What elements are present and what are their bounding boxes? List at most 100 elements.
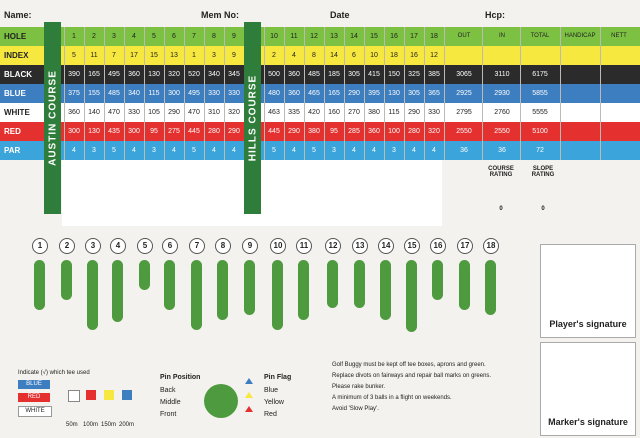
row-label: BLACK (4, 70, 32, 79)
row-label: HOLE (4, 32, 27, 41)
front-cell: 4 (212, 147, 216, 154)
fairway-shape (327, 260, 338, 308)
tee-red[interactable]: RED (18, 393, 50, 402)
front-cell: 11 (90, 52, 98, 59)
player-signature-box[interactable]: Player's signature (540, 244, 636, 338)
column-divider (204, 27, 205, 160)
back-cell: 5 (272, 147, 276, 154)
summary-cell-total: TOTAL (530, 33, 550, 39)
slope-rating-value: 0 (541, 206, 545, 212)
back-cell: 8 (312, 52, 316, 59)
column-divider (364, 27, 365, 160)
back-cell: 4 (292, 52, 296, 59)
back-cell: 320 (428, 128, 440, 135)
front-cell: 3 (92, 147, 96, 154)
hills-course-band: HILLS COURSE (244, 22, 261, 214)
summary-cell-out: 2925 (456, 90, 472, 97)
pin-position-title: Pin Position (160, 374, 201, 381)
front-cell: 300 (68, 128, 80, 135)
front-cell: 4 (72, 147, 76, 154)
hole-number: 10 (270, 238, 286, 254)
back-cell: 325 (408, 71, 420, 78)
front-cell: 95 (150, 128, 158, 135)
summary-cell-nett (600, 103, 638, 122)
column-divider (424, 27, 425, 160)
tee-blue[interactable]: BLUE (18, 380, 50, 389)
column-divider (224, 27, 225, 160)
score-row-black: BLACK 390 165 495 360 130 320 520 340 345 500 360 48… (0, 65, 640, 84)
back-cell: 130 (388, 90, 400, 97)
front-cell: 495 (108, 71, 120, 78)
mem-no-label: Mem No: (201, 10, 239, 20)
back-cell: 465 (308, 90, 320, 97)
summary-cell-nett (600, 46, 638, 65)
row-label: WHITE (4, 108, 30, 117)
hole-number: 4 (110, 238, 126, 254)
back-cell: 18 (390, 52, 398, 59)
front-cell: 375 (68, 90, 80, 97)
summary-cell-total: 72 (536, 147, 544, 154)
tee-white[interactable]: WHITE (18, 406, 52, 417)
front-cell: 310 (208, 109, 220, 116)
hole-number: 15 (404, 238, 420, 254)
fairway-shape (485, 260, 496, 315)
back-cell: 420 (308, 109, 320, 116)
hole-number: 8 (215, 238, 231, 254)
front-cell: 2 (92, 33, 96, 40)
front-cell: 155 (88, 90, 100, 97)
pin-legend: Pin Position Back Middle Front Pin Flag … (160, 374, 320, 436)
back-cell: 12 (430, 52, 438, 59)
hcp-label: Hcp: (485, 10, 505, 20)
front-cell: 470 (188, 109, 200, 116)
tee-legend: Indicate (√) which tee used BLUE RED WHI… (18, 370, 168, 436)
front-cell: 5 (192, 147, 196, 154)
back-cell: 15 (370, 33, 378, 40)
back-cell: 285 (348, 128, 360, 135)
column-divider (124, 27, 125, 160)
column-divider (384, 27, 385, 160)
back-cell: 150 (388, 71, 400, 78)
back-cell: 360 (288, 71, 300, 78)
rule-item: Avoid 'Slow Play'. (332, 406, 379, 412)
front-cell: 520 (188, 71, 200, 78)
summary-cell-total: 6175 (532, 71, 548, 78)
front-cell: 5 (72, 52, 76, 59)
front-cell: 9 (232, 33, 236, 40)
hole-number: 2 (59, 238, 75, 254)
column-divider (344, 27, 345, 160)
column-divider (560, 27, 561, 160)
back-cell: 280 (408, 128, 420, 135)
front-cell: 485 (108, 90, 120, 97)
column-divider (444, 27, 445, 160)
marker-signature-box[interactable]: Marker's signature (540, 342, 636, 436)
front-cell: 15 (150, 52, 158, 59)
column-divider (144, 27, 145, 160)
fairway-shape (139, 260, 150, 290)
rating-block: COURSE RATING SLOPE RATING 0 0 (482, 166, 564, 226)
hole-number: 9 (242, 238, 258, 254)
front-cell: 3 (112, 33, 116, 40)
column-divider (482, 27, 483, 160)
front-cell: 115 (148, 90, 160, 97)
front-cell: 3 (152, 147, 156, 154)
back-cell: 270 (348, 109, 360, 116)
back-cell: 14 (350, 33, 358, 40)
front-cell: 330 (208, 90, 220, 97)
back-cell: 10 (370, 52, 378, 59)
hole-number: 13 (352, 238, 368, 254)
hole-number: 14 (378, 238, 394, 254)
row-label: PAR (4, 146, 21, 155)
fairway-shape (164, 260, 175, 310)
row-label: RED (4, 127, 21, 136)
back-cell: 3 (392, 147, 396, 154)
back-cell: 445 (268, 128, 280, 135)
front-cell: 340 (208, 71, 220, 78)
front-cell: 7 (112, 52, 116, 59)
back-cell: 380 (308, 128, 320, 135)
pin-flag-title: Pin Flag (264, 374, 292, 381)
summary-cell-in: 36 (498, 147, 506, 154)
column-divider (264, 27, 265, 160)
back-cell: 4 (432, 147, 436, 154)
back-cell: 305 (348, 71, 360, 78)
fairway-shape (298, 260, 309, 320)
